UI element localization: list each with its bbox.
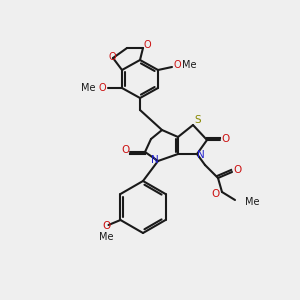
- Text: O: O: [102, 221, 111, 231]
- Text: S: S: [195, 115, 201, 125]
- Text: O: O: [221, 134, 229, 144]
- Text: N: N: [151, 155, 159, 165]
- Text: Me: Me: [245, 197, 260, 207]
- Text: Me: Me: [82, 83, 96, 93]
- Text: N: N: [197, 150, 205, 160]
- Text: O: O: [108, 52, 116, 62]
- Text: O: O: [174, 60, 182, 70]
- Text: Me: Me: [99, 232, 114, 242]
- Text: Me: Me: [182, 60, 196, 70]
- Text: O: O: [98, 83, 106, 93]
- Text: O: O: [212, 189, 220, 199]
- Text: O: O: [233, 165, 241, 175]
- Text: O: O: [143, 40, 151, 50]
- Text: O: O: [121, 145, 129, 155]
